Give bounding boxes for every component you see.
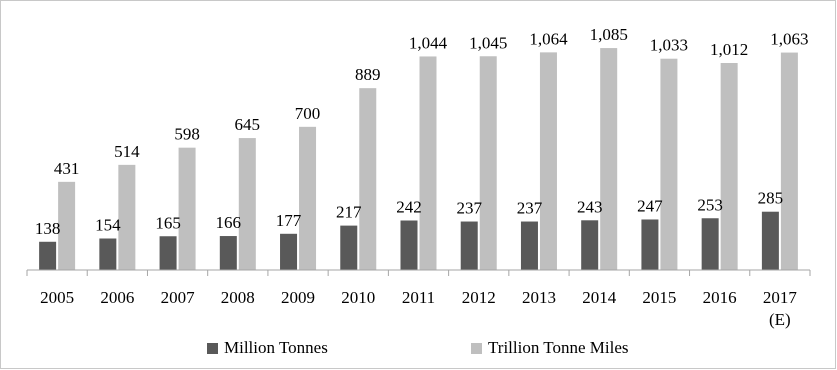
bar-trillion-tonne-miles [660,58,678,270]
bar-trillion-tonne-miles [479,56,497,270]
legend-label-million-tonnes: Million Tonnes [224,338,328,357]
data-label-trillion-tonne-miles: 700 [295,104,321,123]
data-label-million-tonnes: 154 [95,216,121,235]
data-label-trillion-tonne-miles: 1,045 [469,33,507,52]
data-label-trillion-tonne-miles: 1,012 [710,40,748,59]
legend-swatch-trillion-tonne-miles [471,343,482,354]
bar-million-tonnes [99,238,117,270]
data-label-million-tonnes: 138 [35,219,61,238]
data-label-million-tonnes: 166 [216,213,242,232]
bar-million-tonnes [39,241,57,270]
legend-label-trillion-tonne-miles: Trillion Tonne Miles [488,338,629,357]
bar-million-tonnes [219,236,237,270]
data-labels-group: 138 431 154 514 165 598 166 645 177 700 217 889 242 1… [35,25,809,238]
bar-trillion-tonne-miles [539,52,557,271]
x-tick-label: 2010 [341,288,375,307]
data-label-trillion-tonne-miles: 645 [235,115,261,134]
data-label-trillion-tonne-miles: 1,064 [529,29,568,48]
bar-trillion-tonne-miles [178,147,196,270]
legend: Million Tonnes Trillion Tonne Miles [207,338,629,357]
x-tick-label: 2017 (E) [763,288,798,329]
data-label-trillion-tonne-miles: 1,044 [409,33,448,52]
data-label-trillion-tonne-miles: 1,033 [650,36,688,55]
bar-million-tonnes [581,220,599,270]
x-tick-label: 2005 [40,288,74,307]
bar-million-tonnes [701,218,719,270]
data-label-trillion-tonne-miles: 514 [114,142,140,161]
data-label-trillion-tonne-miles: 431 [54,159,80,178]
x-tick-label: 2011 [402,288,435,307]
x-tick-label: 2006 [100,288,134,307]
bar-trillion-tonne-miles [419,56,437,270]
x-axis-ticks: 2005 2006 2007 2008 2009 2010 2011 2012 2013 2014… [26,270,811,329]
bar-million-tonnes [460,221,478,270]
x-tick-label: 2014 [582,288,617,307]
bar-million-tonnes [761,211,779,270]
data-label-million-tonnes: 247 [637,196,663,215]
x-tick-label: 2016 [703,288,737,307]
bar-million-tonnes [641,219,659,270]
data-label-million-tonnes: 242 [396,198,422,217]
legend-swatch-million-tonnes [207,343,218,354]
bar-trillion-tonne-miles [780,52,798,271]
data-label-million-tonnes: 165 [155,213,181,232]
data-label-trillion-tonne-miles: 1,063 [770,30,808,49]
x-tick-label: 2009 [281,288,315,307]
data-label-million-tonnes: 217 [336,203,362,222]
data-label-million-tonnes: 237 [517,199,543,218]
x-tick-label: 2012 [462,288,496,307]
data-label-million-tonnes: 285 [758,189,784,208]
bar-trillion-tonne-miles [720,63,738,270]
bar-million-tonnes [520,221,538,270]
data-label-million-tonnes: 237 [456,199,482,218]
bar-trillion-tonne-miles [600,48,618,271]
x-tick-label: 2007 [161,288,196,307]
data-label-million-tonnes: 253 [697,195,723,214]
bar-trillion-tonne-miles [118,164,136,270]
x-tick-label: 2015 [642,288,676,307]
bar-trillion-tonne-miles [238,138,256,270]
bar-million-tonnes [340,225,358,270]
data-label-million-tonnes: 177 [276,211,302,230]
bar-million-tonnes [159,236,177,270]
bar-trillion-tonne-miles [58,181,76,270]
bar-million-tonnes [280,233,298,270]
data-label-million-tonnes: 243 [577,197,603,216]
data-label-trillion-tonne-miles: 889 [355,65,381,84]
data-label-trillion-tonne-miles: 1,085 [590,25,628,44]
bar-trillion-tonne-miles [299,126,317,271]
x-tick-label: 2013 [522,288,556,307]
data-label-trillion-tonne-miles: 598 [174,125,200,144]
x-tick-label: 2008 [221,288,255,307]
bar-million-tonnes [400,220,418,270]
bar-trillion-tonne-miles [359,88,377,270]
bars-group [39,48,798,271]
